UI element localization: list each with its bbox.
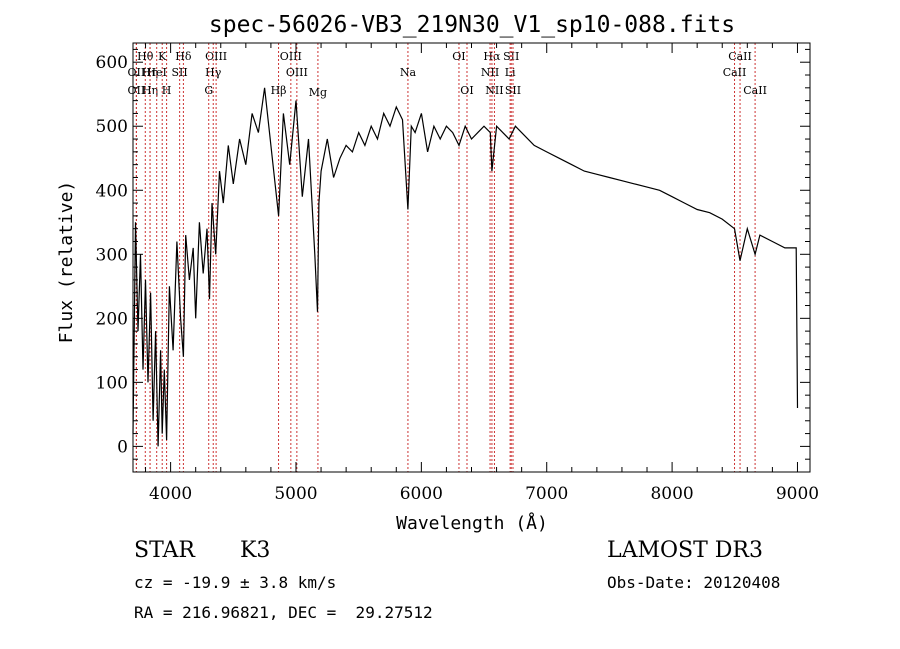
marker-label-5: K [158, 50, 167, 63]
y-tick-label-2: 200 [96, 309, 128, 329]
plot-frame [132, 42, 811, 473]
coordinates-readout: RA = 216.96821, DEC = 29.27512 [134, 603, 433, 622]
axis-ticks: 4000 5000 6000 7000 8000 9000 0 100 200 300 400 500… [96, 43, 819, 504]
marker-label-23: Li [505, 66, 516, 79]
x-tick-label-2: 6000 [400, 484, 443, 504]
spectrum-line [132, 87, 799, 447]
marker-label-28: CaII [743, 84, 767, 97]
marker-label-2: OII [128, 84, 146, 97]
marker-label-16: Mg [309, 86, 327, 99]
marker-label-15: Hβ [271, 84, 287, 97]
object-class: STAR [134, 538, 195, 563]
x-tick-label-1: 5000 [274, 484, 317, 504]
marker-label-8: Hδ [175, 50, 192, 63]
marker-label-21: SII [503, 50, 519, 63]
y-tick-label-1: 100 [96, 373, 128, 393]
marker-label-13: OIII [280, 50, 302, 63]
observation-date: Obs-Date: 20120408 [607, 573, 781, 592]
marker-label-7: H [162, 84, 172, 97]
y-axis-label: Flux (relative) [56, 181, 77, 344]
object-subclass: K3 [240, 538, 271, 563]
y-tick-label-4: 400 [96, 181, 128, 201]
marker-label-18: OI [452, 50, 465, 63]
marker-label-14: OIII [286, 66, 308, 79]
x-tick-label-0: 4000 [149, 484, 192, 504]
marker-label-27: CaII [723, 66, 747, 79]
marker-label-0: Hθ [137, 50, 154, 63]
x-tick-label-4: 8000 [650, 484, 693, 504]
y-tick-label-6: 600 [96, 53, 128, 73]
redshift-readout: cz = -19.9 ± 3.8 km/s [134, 573, 337, 592]
marker-label-25: SII [505, 84, 521, 97]
y-tick-label-3: 300 [96, 245, 128, 265]
marker-label-10: OIII [205, 50, 227, 63]
y-tick-label-0: 0 [117, 437, 128, 457]
chart-title: spec-56026-VB3_219N30_V1_sp10-088.fits [209, 12, 735, 38]
marker-label-6: HeI [146, 66, 166, 79]
marker-label-26: CaII [728, 50, 752, 63]
x-tick-label-3: 7000 [525, 484, 568, 504]
marker-label-9: SII [172, 66, 188, 79]
marker-label-22: NII [481, 66, 499, 79]
y-tick-label-5: 500 [96, 117, 128, 137]
marker-label-19: OI [460, 84, 473, 97]
survey-name: LAMOST DR3 [607, 538, 763, 563]
marker-label-11: Hγ [205, 66, 222, 79]
marker-label-12: G [204, 84, 213, 97]
x-tick-label-5: 9000 [776, 484, 819, 504]
marker-label-24: NII [485, 84, 503, 97]
marker-label-17: Na [400, 66, 417, 79]
marker-label-20: Hα [483, 50, 501, 63]
spectrum-series [132, 87, 799, 447]
marker-label-4: Hη [142, 84, 158, 97]
x-axis-label: Wavelength (Å) [396, 512, 548, 534]
